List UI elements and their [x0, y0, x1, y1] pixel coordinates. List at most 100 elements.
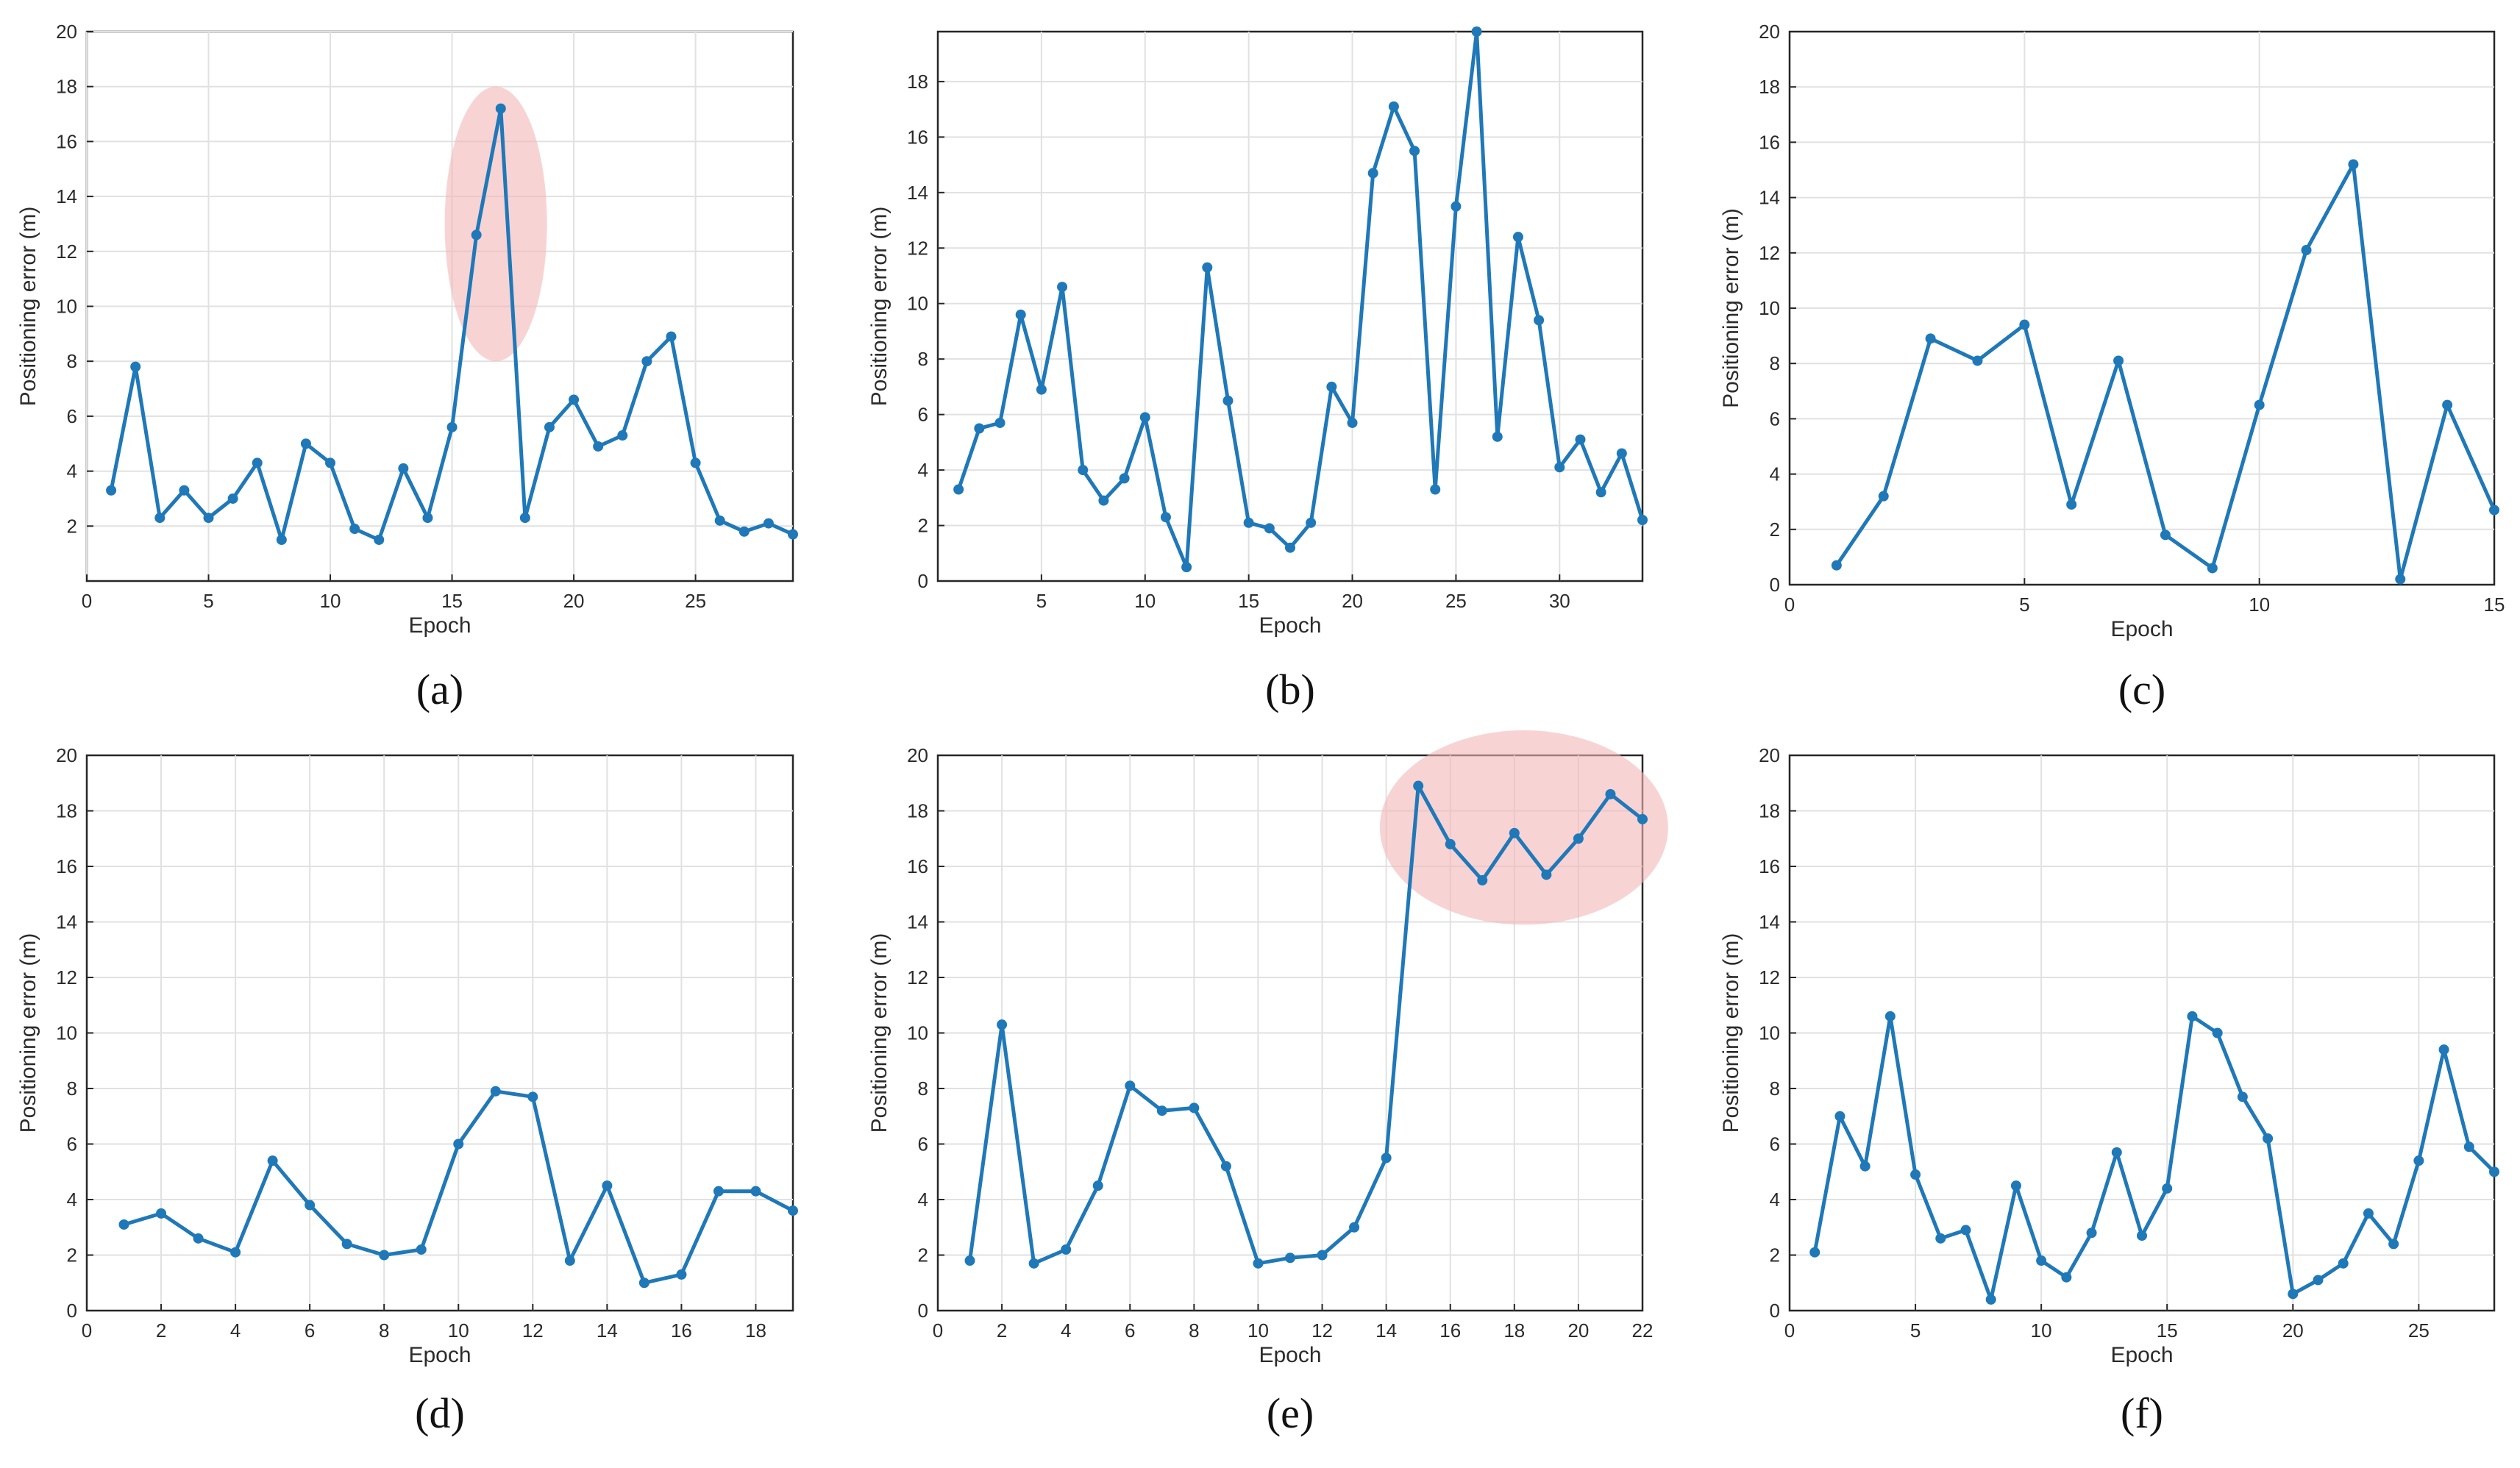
- x-tick-label: 15: [2157, 1319, 2178, 1341]
- x-tick-label: 18: [745, 1319, 766, 1341]
- data-point: [2363, 1208, 2374, 1219]
- data-point: [1831, 560, 1842, 571]
- data-point: [154, 513, 165, 524]
- x-tick-label: 14: [597, 1319, 618, 1341]
- series-line: [1812, 1014, 2496, 1302]
- x-tick-label: 22: [1632, 1319, 1654, 1341]
- x-tick-label: 5: [2019, 594, 2029, 616]
- data-point: [1541, 869, 1552, 880]
- x-tick-label: 10: [2249, 594, 2270, 616]
- y-tick-label: 4: [1770, 463, 1780, 485]
- x-tick-label: 16: [671, 1319, 692, 1341]
- x-tick-label: 4: [1061, 1319, 1071, 1341]
- y-tick-label: 0: [1770, 1300, 1780, 1322]
- y-tick-label: 14: [907, 182, 928, 204]
- x-axis-title: Epoch: [1259, 613, 1321, 638]
- data-point: [1492, 431, 1503, 442]
- x-tick-label: 12: [522, 1319, 544, 1341]
- y-tick-label: 14: [907, 911, 928, 933]
- data-point: [1512, 232, 1523, 243]
- data-point: [641, 356, 652, 367]
- data-point: [1222, 395, 1234, 406]
- data-point: [666, 331, 677, 342]
- data-point: [1413, 780, 1424, 791]
- data-point: [1960, 1225, 1971, 1236]
- panel-label: (f): [2121, 1389, 2163, 1437]
- data-point: [2066, 499, 2077, 510]
- data-point: [495, 103, 506, 114]
- data-point: [564, 1255, 575, 1266]
- x-tick-label: 20: [1567, 1319, 1589, 1341]
- data-point: [267, 1155, 278, 1166]
- data-point: [1935, 1233, 1946, 1244]
- data-point: [2348, 159, 2359, 170]
- data-point: [2463, 1141, 2474, 1152]
- x-tick-label: 0: [82, 590, 92, 612]
- y-tick-label: 8: [1770, 1077, 1780, 1100]
- data-point: [1202, 262, 1213, 273]
- data-point: [1451, 201, 1462, 212]
- y-tick-label: 6: [1770, 407, 1780, 430]
- data-point: [763, 518, 774, 529]
- chart-panel-1: 0 5 10 15 20 25 2 4 6 8 10 12 14 16 18 20 Epoch Positioni…: [16, 21, 798, 713]
- y-axis-title: Positioning error (m): [16, 933, 40, 1133]
- data-point: [2237, 1091, 2248, 1102]
- panel-label: (d): [415, 1389, 465, 1437]
- data-point: [1381, 1152, 1392, 1164]
- data-point: [2061, 1272, 2072, 1283]
- data-point: [2338, 1258, 2349, 1269]
- x-tick-label: 15: [1238, 590, 1259, 612]
- y-tick-label: 16: [907, 126, 928, 148]
- data-point: [1119, 473, 1130, 484]
- data-point: [300, 438, 311, 449]
- data-point: [714, 515, 725, 526]
- data-point: [1477, 874, 1488, 886]
- data-point: [490, 1086, 501, 1097]
- data-point: [953, 484, 964, 495]
- data-point: [379, 1250, 390, 1261]
- data-point: [1098, 495, 1109, 506]
- y-tick-label: 12: [907, 966, 928, 988]
- data-point: [1445, 838, 1456, 849]
- chart-panel-4: 0 2 4 6 8 10 12 14 16 18 0 2 4 6 8 10 12 14 16 18 20 Epoch Pos…: [16, 744, 798, 1437]
- data-point: [1092, 1180, 1103, 1191]
- x-tick-label: 4: [230, 1319, 241, 1341]
- y-tick-label: 12: [1759, 966, 1780, 988]
- y-tick-label: 16: [56, 855, 77, 877]
- series-line: [968, 784, 1645, 1266]
- data-point: [2137, 1230, 2147, 1241]
- x-tick-label: 10: [1247, 1319, 1269, 1341]
- data-point: [203, 513, 214, 524]
- y-tick-label: 12: [1759, 242, 1780, 264]
- y-tick-label: 20: [56, 744, 77, 766]
- data-point: [1078, 465, 1089, 476]
- data-point: [252, 457, 263, 468]
- y-tick-label: 2: [1770, 519, 1780, 541]
- data-point: [2010, 1180, 2021, 1191]
- data-point: [2187, 1011, 2198, 1022]
- y-tick-label: 6: [1770, 1133, 1780, 1155]
- data-point: [416, 1244, 427, 1255]
- y-tick-label: 12: [56, 966, 77, 988]
- data-point: [230, 1247, 241, 1258]
- x-tick-label: 20: [2282, 1319, 2304, 1341]
- data-point: [193, 1233, 204, 1244]
- data-point: [2254, 399, 2265, 410]
- data-point: [638, 1278, 649, 1289]
- data-point: [2413, 1155, 2424, 1166]
- x-tick-label: 2: [997, 1319, 1007, 1341]
- data-point: [1972, 355, 1983, 366]
- data-point: [471, 229, 482, 240]
- plot-area: [936, 30, 1644, 582]
- chart-panel-2: 5 10 15 20 25 30 0 2 4 6 8 10 12 14 16 18 Epoch Positioni…: [867, 26, 1648, 713]
- data-point: [1367, 168, 1378, 179]
- data-point: [118, 1219, 129, 1230]
- data-point: [788, 529, 798, 540]
- data-point: [544, 421, 555, 432]
- y-tick-label: 4: [67, 1189, 77, 1211]
- data-point: [276, 534, 287, 545]
- data-point: [1125, 1080, 1136, 1091]
- panel-label: (e): [1267, 1389, 1314, 1437]
- data-point: [1637, 515, 1648, 525]
